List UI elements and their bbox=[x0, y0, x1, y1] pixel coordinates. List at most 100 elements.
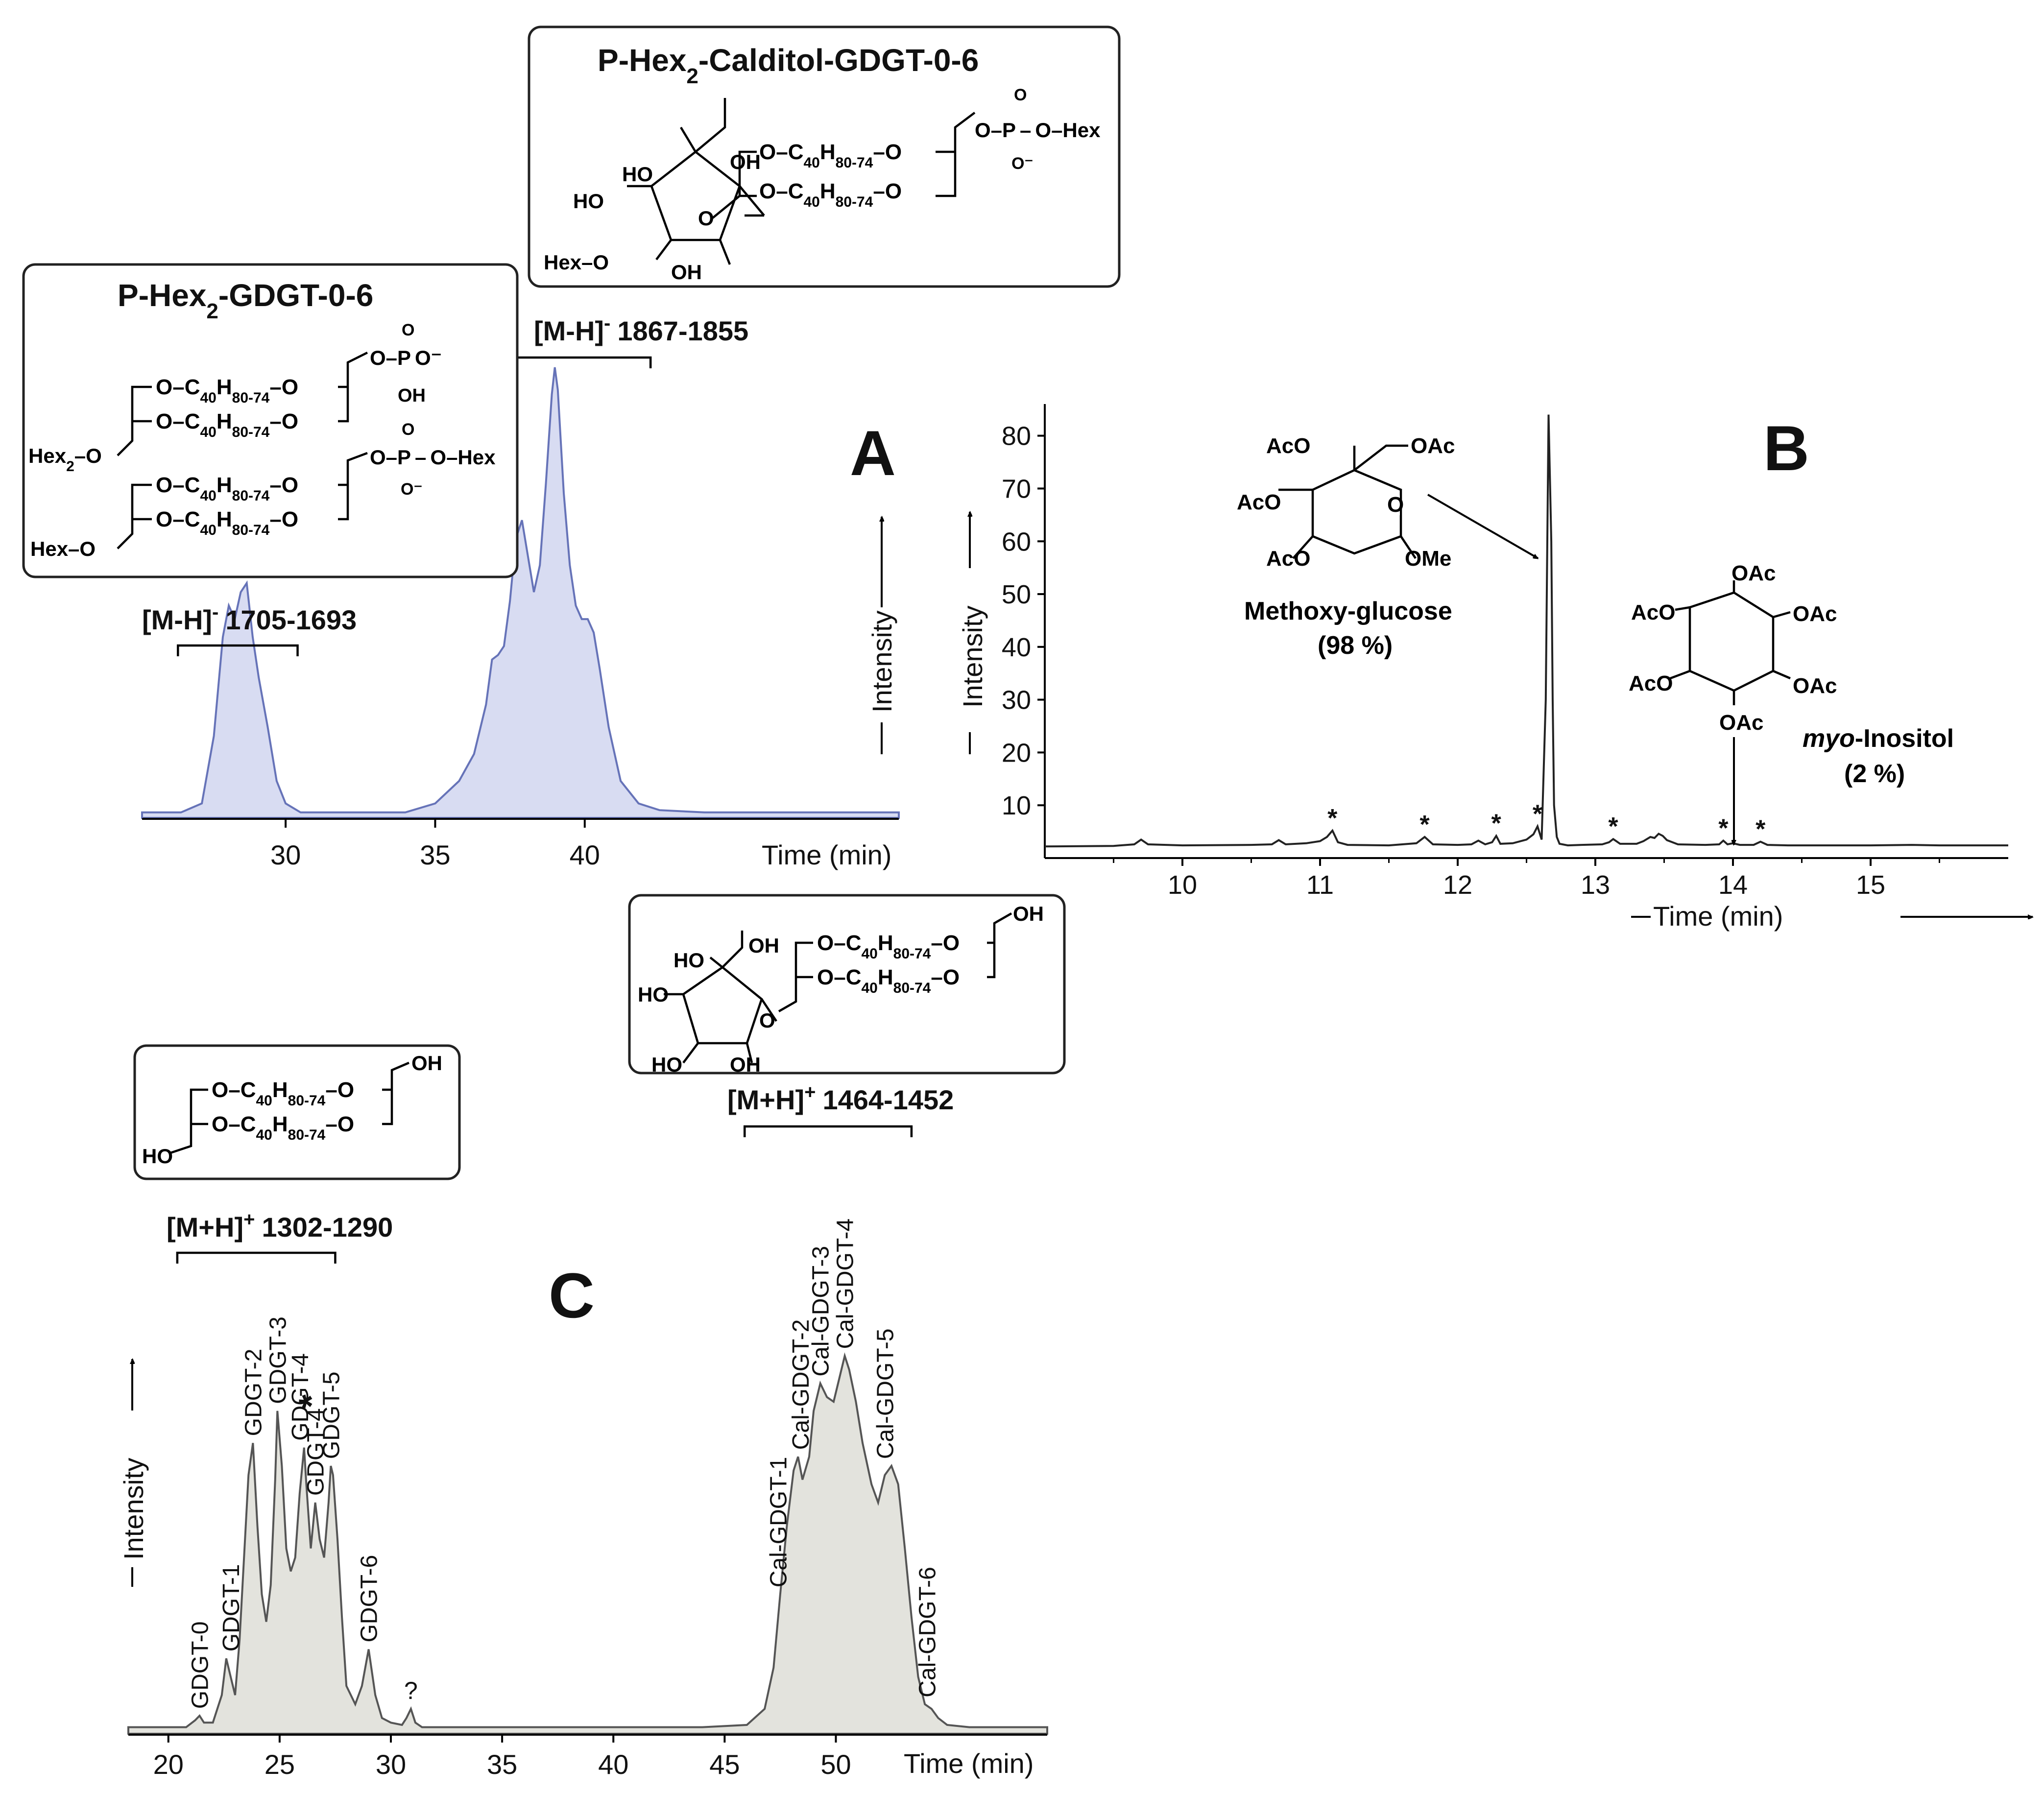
inositol-aco-1: AcO bbox=[1631, 600, 1675, 624]
panel-c-ion-2-sup: + bbox=[804, 1081, 816, 1103]
panel-b-x-tick-label: 11 bbox=[1306, 870, 1334, 900]
panel-a-chart: 30 35 40 Time (min) A Intensity [M-H]- 1705… bbox=[141, 312, 900, 870]
panel-c-peak-label: GDGT-5 bbox=[318, 1371, 344, 1459]
panel-c-peak-label: GDGT-4 bbox=[288, 1353, 313, 1441]
panel-b-peak-star: * bbox=[1491, 810, 1502, 838]
panel-a-ion-2-sup: - bbox=[604, 312, 610, 334]
panel-c-peak-label: Cal-GDGT-4 bbox=[833, 1219, 859, 1349]
panel-b-y-label: Intensity bbox=[957, 605, 988, 708]
gdgt-chain-1: O–C40H80-74–O bbox=[156, 375, 298, 406]
panel-c-x-tick-label: 40 bbox=[598, 1749, 628, 1780]
panel-c-peak-label: Cal-GDGT-3 bbox=[808, 1246, 834, 1377]
glucose-percent: (98 %) bbox=[1318, 631, 1393, 660]
panel-a-x-label: Time (min) bbox=[762, 839, 891, 870]
inositol-ring bbox=[1688, 591, 1775, 692]
panel-c-ion-1-sup: + bbox=[243, 1209, 255, 1230]
panel-a-bracket-1-line bbox=[177, 644, 299, 656]
gdgt-chain-3: O–C40H80-74–O bbox=[156, 473, 298, 504]
cal-bonds bbox=[664, 931, 777, 1064]
core-glycerol-1 bbox=[168, 1088, 208, 1155]
calditol-ho-1: HO bbox=[622, 163, 653, 186]
structure-myo-inositol: OAc AcO OAc AcO OAc OAc myo-Inositol (2 … bbox=[1629, 561, 1954, 845]
cal-chain-2: O–C40H80-74–O bbox=[817, 965, 960, 996]
inositol-substituents bbox=[1670, 580, 1791, 705]
panel-b-x-tick-label: 12 bbox=[1443, 870, 1472, 900]
panel-b-peak-star: * bbox=[1419, 811, 1430, 839]
panel-c-peak-label: Cal-GDGT-5 bbox=[872, 1328, 898, 1459]
panel-b-y-tick-label: 30 bbox=[1002, 686, 1031, 715]
cal-chain-1: O–C40H80-74–O bbox=[817, 931, 960, 962]
calditol-ho-2: HO bbox=[573, 190, 604, 213]
structure-box-gdgt: P-Hex2-GDGT-0-6 O–C40H80-74–O O–C40H80-7… bbox=[22, 263, 519, 578]
panel-c-x-tick-label: 30 bbox=[376, 1749, 406, 1780]
structure-box-gdgt-core: O–C40H80-74–O O–C40H80-74–O OH HO bbox=[133, 1044, 461, 1180]
panel-c-x-tick-label: 20 bbox=[153, 1749, 184, 1780]
glucose-aco-3: AcO bbox=[1266, 547, 1310, 571]
calditol-glycerol-2 bbox=[936, 112, 976, 197]
core-chain-2: O–C40H80-74–O bbox=[212, 1112, 354, 1143]
inositol-oac-1: OAc bbox=[1731, 561, 1776, 585]
glucose-name: Methoxy-glucose bbox=[1244, 597, 1452, 625]
structure-box-gdgt-core-frame bbox=[133, 1044, 461, 1180]
gdgt-chain-4: O–C40H80-74–O bbox=[156, 507, 298, 538]
calditol-chain-2: O–C40H80-74–O bbox=[759, 179, 902, 210]
structure-box-calditol-gdgt: P-Hex2-Calditol-GDGT-0-6 HO OH HO Hex–O … bbox=[528, 25, 1121, 288]
core-terminal-oh: OH bbox=[411, 1052, 442, 1075]
calditol-glycerol-1 bbox=[712, 150, 757, 219]
structure-box-gdgt-frame bbox=[22, 263, 519, 578]
glucose-ring-o-gap bbox=[1380, 496, 1400, 515]
structure-methoxy-glucose: O AcO AcO AcO OAc OMe Methoxy-glucose (9… bbox=[1237, 434, 1538, 660]
calditol-o-link: O bbox=[698, 207, 714, 230]
panel-c-peak-label-unknown: ? bbox=[404, 1677, 418, 1704]
panel-b-y-tick-label: 10 bbox=[1002, 791, 1031, 820]
structure-gdgt-title: P-Hex2-GDGT-0-6 bbox=[118, 278, 373, 323]
panel-c-ion-1-range: 1302-1290 bbox=[262, 1212, 393, 1243]
calditol-p-ominus: O⁻ bbox=[1011, 154, 1033, 173]
inositol-aco-2: AcO bbox=[1629, 671, 1673, 695]
panel-b-y-tick-label: 40 bbox=[1002, 633, 1031, 662]
inositol-oac-2: OAc bbox=[1793, 602, 1837, 626]
panel-b-peak-star: * bbox=[1608, 813, 1618, 841]
panel-c-peak-label: Cal-GDGT-6 bbox=[915, 1567, 941, 1697]
gdgt-hex2-o: Hex2–O bbox=[28, 444, 102, 475]
core-glycerol-2 bbox=[382, 1061, 409, 1125]
cal-ring bbox=[682, 966, 763, 1045]
gdgt-p-lower-ominus: O⁻ bbox=[401, 480, 422, 499]
panel-c-peak-labels: GDGT-0GDGT-1GDGT-2GDGT-3GDGT-4GDGT-4*GDG… bbox=[187, 1219, 940, 1709]
panel-c-peak-label: GDGT-2 bbox=[240, 1349, 266, 1436]
cal-glycerol-1 bbox=[778, 941, 813, 1012]
panel-b-x-tick-label: 14 bbox=[1718, 870, 1748, 900]
panel-b-y-tick-label: 80 bbox=[1002, 422, 1031, 451]
glucose-ring-o: O bbox=[1387, 493, 1404, 517]
panel-b-peak-markers: * * * * * * * bbox=[1327, 800, 1766, 843]
panel-c-area bbox=[127, 1352, 1048, 1735]
inositol-oac-3: OAc bbox=[1793, 674, 1837, 698]
gdgt-lower-glycerol bbox=[117, 483, 152, 550]
glucose-oac: OAc bbox=[1411, 434, 1455, 458]
panel-c-bracket-2: [M+H]+ 1464-1452 bbox=[727, 1081, 954, 1137]
panel-a-x-tick-label: 35 bbox=[420, 839, 450, 870]
panel-c-x-tick-label: 25 bbox=[265, 1749, 295, 1780]
panel-b-chart: 10 11 12 13 14 15 10 20 30 40 50 60 70 80 * * * * * * * B I… bbox=[957, 404, 2033, 932]
panel-b-y-tick-label: 60 bbox=[1002, 527, 1031, 556]
inositol-oac-4: OAc bbox=[1719, 711, 1763, 735]
calditol-oh-2: OH bbox=[671, 261, 702, 284]
panel-a-bracket-2-label: [M-H]- 1867-1855 bbox=[534, 312, 748, 346]
panel-b-y-tick-label: 20 bbox=[1002, 738, 1031, 767]
panel-b-x-label: Time (min) bbox=[1653, 901, 1783, 932]
panel-b-peak-star: * bbox=[1533, 800, 1543, 828]
panel-c-x-tick-label: 35 bbox=[487, 1749, 517, 1780]
structure-box-cal-gdgt-frame bbox=[628, 894, 1066, 1075]
structure-box-calditol-frame bbox=[528, 25, 1121, 288]
glucose-pointer-arrow bbox=[1427, 494, 1538, 559]
panel-b-y-tick-label: 70 bbox=[1002, 474, 1031, 503]
panel-b-trace bbox=[1044, 414, 2008, 848]
panel-c-ion-2-range: 1464-1452 bbox=[822, 1084, 954, 1115]
panel-a-ion-2: [M-H] bbox=[534, 315, 604, 346]
panel-a-bracket-1-label: [M-H]- 1705-1693 bbox=[142, 601, 357, 635]
panel-c-peak-label: GDGT-3 bbox=[265, 1316, 291, 1404]
panel-b-peak-star: * bbox=[1718, 814, 1729, 842]
panel-c-ion-2: [M+H] bbox=[727, 1084, 804, 1115]
panel-b-y-tick-label: 50 bbox=[1002, 580, 1031, 609]
